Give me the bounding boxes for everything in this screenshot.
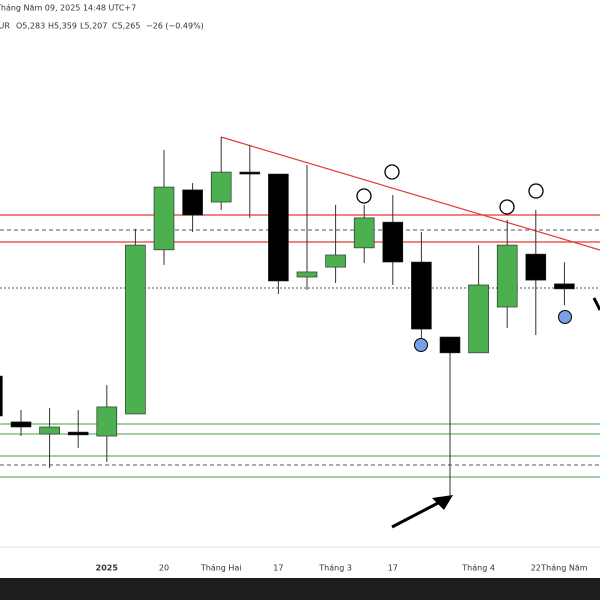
header-datetime: Tháng Năm 09, 2025 14:48 UTC+7: [0, 4, 136, 13]
candle-body: [210, 171, 232, 203]
header-open: O5,283: [16, 22, 45, 31]
marker: [384, 164, 400, 180]
candle-body: [0, 375, 3, 417]
x-tick-label: Tháng 3: [318, 564, 352, 573]
x-tick-label: 17: [273, 564, 283, 573]
arrow: [391, 500, 441, 529]
x-tick-label: 22: [531, 564, 541, 573]
candle-body: [411, 261, 432, 330]
candle-body: [67, 431, 89, 436]
x-tick-label: Tháng Năm: [540, 564, 587, 573]
candle-body: [468, 284, 489, 354]
x-tick-label: 17: [388, 564, 398, 573]
marker: [558, 310, 572, 324]
x-tick-label: 20: [159, 564, 169, 573]
candle-body: [10, 421, 32, 428]
candle-body: [353, 217, 375, 249]
header-low: L5,207: [80, 22, 107, 31]
header-symbol: ZEUR: [0, 22, 10, 31]
header-close: C5,265: [112, 22, 141, 31]
candle-body: [125, 244, 146, 415]
marker: [414, 338, 428, 352]
candle-body: [382, 221, 404, 263]
arrow-head: [432, 495, 453, 510]
candle-body: [439, 336, 461, 354]
candle-body: [153, 186, 175, 251]
candle-body: [554, 283, 575, 290]
header-high: H5,359: [48, 22, 77, 31]
candle-body: [39, 426, 60, 435]
candles: [0, 136, 575, 497]
candle-body: [239, 171, 261, 175]
x-tick-label: Tháng 4: [461, 564, 495, 573]
trend-line: [220, 136, 600, 251]
x-tick-label: Tháng Hai: [200, 564, 242, 573]
marker: [356, 188, 372, 204]
marker: [528, 183, 544, 199]
markers: [356, 164, 572, 352]
marker: [499, 199, 515, 215]
candle-body: [525, 253, 547, 281]
candle-body: [182, 189, 203, 216]
x-tick-label: 2025: [96, 564, 119, 573]
bottom-bar: [0, 578, 600, 600]
candle-body: [496, 244, 518, 308]
drawings: [0, 136, 600, 529]
candle-body: [325, 254, 346, 268]
candle-body: [268, 173, 289, 282]
arrow: [592, 297, 600, 311]
header-change: −26 (−0.49%): [146, 22, 204, 31]
candle-body: [296, 271, 318, 278]
candle-body: [96, 406, 118, 437]
